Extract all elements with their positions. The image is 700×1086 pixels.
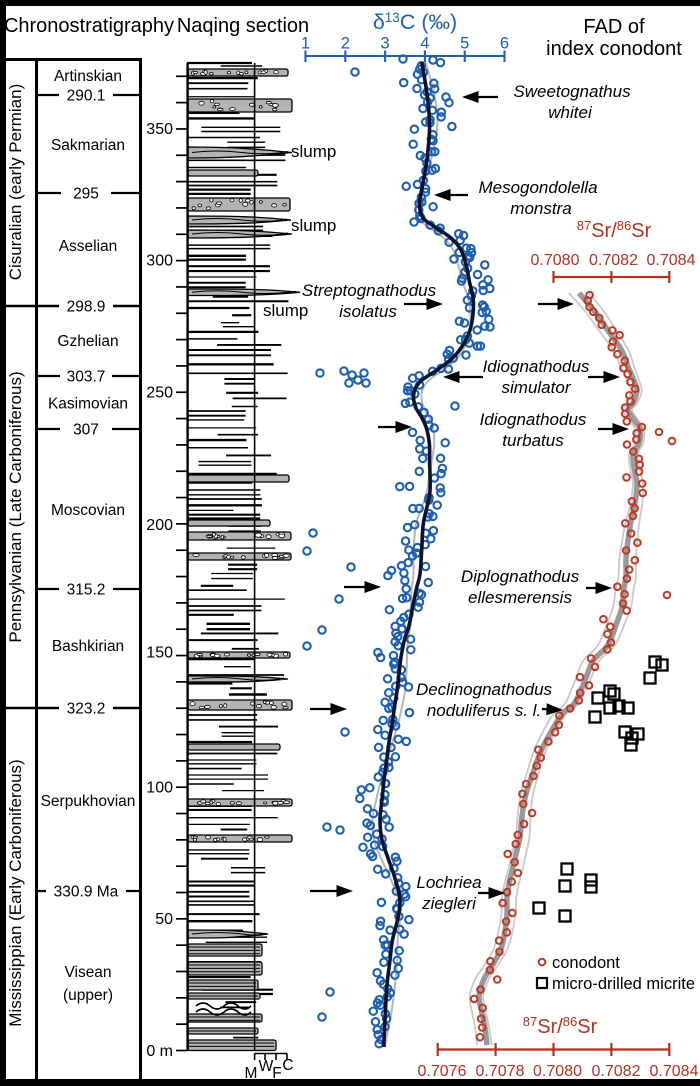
svg-text:290.1: 290.1 xyxy=(67,88,106,105)
svg-text:250: 250 xyxy=(146,385,173,402)
svg-text:Visean: Visean xyxy=(64,964,111,981)
svg-text:index conodont: index conodont xyxy=(546,38,682,60)
svg-text:0.7082: 0.7082 xyxy=(592,1063,641,1080)
svg-text:Declinognathodus: Declinognathodus xyxy=(416,680,553,699)
svg-text:W: W xyxy=(259,1058,274,1075)
svg-text:0.7084: 0.7084 xyxy=(650,1063,699,1080)
svg-text:Sakmarian: Sakmarian xyxy=(51,137,125,154)
svg-text:micro-drilled micrite: micro-drilled micrite xyxy=(552,975,695,993)
svg-text:Serpukhovian: Serpukhovian xyxy=(41,793,136,810)
svg-text:0.7084: 0.7084 xyxy=(647,252,696,269)
svg-text:Idiognathodus: Idiognathodus xyxy=(483,357,590,376)
svg-text:(upper): (upper) xyxy=(63,987,113,1004)
svg-text:150: 150 xyxy=(146,645,173,662)
svg-text:δ13C (‰): δ13C (‰) xyxy=(373,10,457,34)
svg-text:conodont: conodont xyxy=(552,954,620,972)
svg-text:295: 295 xyxy=(73,186,99,203)
svg-text:50: 50 xyxy=(155,911,173,928)
svg-text:2: 2 xyxy=(341,35,350,53)
svg-text:Diplognathodus: Diplognathodus xyxy=(461,567,580,586)
svg-text:Lochriea: Lochriea xyxy=(416,873,481,892)
svg-text:Kasimovian: Kasimovian xyxy=(48,396,128,413)
svg-text:Sweetognathus: Sweetognathus xyxy=(513,82,631,101)
svg-text:monstra: monstra xyxy=(510,199,571,218)
svg-text:87Sr/86Sr: 87Sr/86Sr xyxy=(523,1014,598,1038)
svg-text:C: C xyxy=(282,1057,293,1074)
svg-text:whitei: whitei xyxy=(548,103,593,122)
svg-text:315.2: 315.2 xyxy=(67,582,106,599)
svg-text:slump: slump xyxy=(263,301,308,320)
svg-text:0.7076: 0.7076 xyxy=(418,1063,467,1080)
svg-text:ellesmerensis: ellesmerensis xyxy=(468,588,572,607)
svg-text:Streptognathodus: Streptognathodus xyxy=(302,281,437,300)
svg-text:4: 4 xyxy=(420,35,429,53)
svg-text:330.9 Ma: 330.9 Ma xyxy=(54,884,119,901)
svg-text:6: 6 xyxy=(500,35,509,53)
svg-text:303.7: 303.7 xyxy=(67,369,106,386)
svg-text:298.9: 298.9 xyxy=(67,299,106,316)
svg-text:300: 300 xyxy=(146,253,173,270)
svg-text:87Sr/86Sr: 87Sr/86Sr xyxy=(577,218,652,242)
svg-text:isolatus: isolatus xyxy=(339,302,397,321)
svg-text:0.7078: 0.7078 xyxy=(476,1063,525,1080)
svg-text:Mesogondolella: Mesogondolella xyxy=(478,178,597,197)
svg-text:307: 307 xyxy=(73,422,99,439)
svg-text:0 m: 0 m xyxy=(146,1043,173,1060)
svg-text:Moscovian: Moscovian xyxy=(51,502,125,519)
svg-text:Naqing section: Naqing section xyxy=(177,15,309,37)
svg-text:FAD of: FAD of xyxy=(583,16,645,38)
svg-text:Mississippian (Early Carbonife: Mississippian (Early Carboniferous) xyxy=(6,759,25,1026)
svg-text:323.2: 323.2 xyxy=(67,701,106,718)
svg-text:Bashkirian: Bashkirian xyxy=(52,638,124,655)
svg-text:100: 100 xyxy=(146,780,173,797)
svg-text:1: 1 xyxy=(301,35,310,53)
svg-text:Gzhelian: Gzhelian xyxy=(57,333,118,350)
svg-text:200: 200 xyxy=(146,517,173,534)
svg-text:0.7082: 0.7082 xyxy=(589,252,638,269)
svg-text:3: 3 xyxy=(381,35,390,53)
svg-text:M: M xyxy=(245,1065,258,1082)
svg-text:Chronostratigraphy: Chronostratigraphy xyxy=(4,15,174,37)
svg-text:Artinskian: Artinskian xyxy=(54,68,122,85)
svg-text:slump: slump xyxy=(291,142,336,161)
svg-text:simulator: simulator xyxy=(502,378,572,397)
svg-text:Asselian: Asselian xyxy=(59,238,118,255)
svg-text:0.7080: 0.7080 xyxy=(533,1063,582,1080)
svg-text:slump: slump xyxy=(291,216,336,235)
svg-text:350: 350 xyxy=(146,121,173,138)
svg-text:turbatus: turbatus xyxy=(502,431,564,450)
svg-text:0.7080: 0.7080 xyxy=(531,252,580,269)
svg-text:Pennsylvanian (Late Carbonifer: Pennsylvanian (Late Carboniferous) xyxy=(6,371,25,642)
svg-text:F: F xyxy=(272,1065,281,1082)
svg-text:ziegleri: ziegleri xyxy=(421,894,477,913)
svg-text:Cisuralian (early Permian): Cisuralian (early Permian) xyxy=(6,84,25,281)
svg-text:noduliferus s. l.: noduliferus s. l. xyxy=(427,701,541,720)
svg-text:Idiognathodus: Idiognathodus xyxy=(480,410,587,429)
svg-text:5: 5 xyxy=(460,35,469,53)
